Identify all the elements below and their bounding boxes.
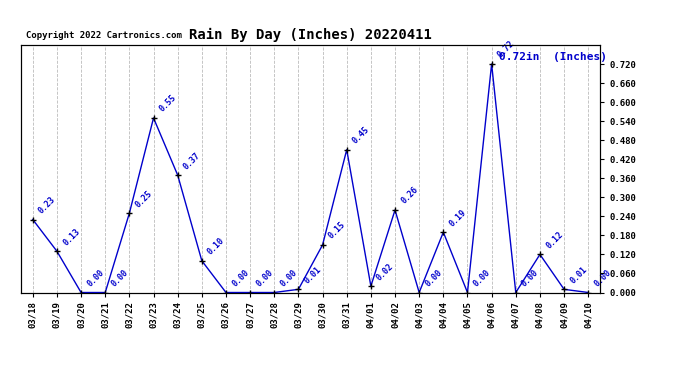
Text: 0.02: 0.02	[375, 261, 395, 282]
Text: 0.00: 0.00	[255, 268, 275, 288]
Text: 0.00: 0.00	[86, 268, 106, 288]
Text: 0.10: 0.10	[206, 236, 226, 256]
Text: 0.13: 0.13	[61, 226, 81, 247]
Text: 0.37: 0.37	[182, 150, 202, 171]
Text: 0.26: 0.26	[400, 185, 420, 206]
Text: 0.45: 0.45	[351, 125, 371, 146]
Text: 0.00: 0.00	[520, 268, 540, 288]
Title: Rain By Day (Inches) 20220411: Rain By Day (Inches) 20220411	[189, 28, 432, 42]
Text: 0.00: 0.00	[472, 268, 492, 288]
Text: 0.15: 0.15	[327, 220, 347, 241]
Text: 0.00: 0.00	[424, 268, 444, 288]
Text: 0.01: 0.01	[569, 265, 589, 285]
Text: 0.72in  (Inches): 0.72in (Inches)	[499, 53, 607, 63]
Text: 0.25: 0.25	[134, 189, 154, 209]
Text: 0.72: 0.72	[496, 39, 516, 60]
Text: Copyright 2022 Cartronics.com: Copyright 2022 Cartronics.com	[26, 31, 182, 40]
Text: 0.23: 0.23	[37, 195, 57, 215]
Text: 0.00: 0.00	[593, 268, 613, 288]
Text: 0.55: 0.55	[158, 93, 178, 114]
Text: 0.00: 0.00	[230, 268, 250, 288]
Text: 0.01: 0.01	[303, 265, 323, 285]
Text: 0.12: 0.12	[544, 230, 564, 250]
Text: 0.00: 0.00	[279, 268, 299, 288]
Text: 0.19: 0.19	[448, 207, 468, 228]
Text: 0.00: 0.00	[110, 268, 130, 288]
